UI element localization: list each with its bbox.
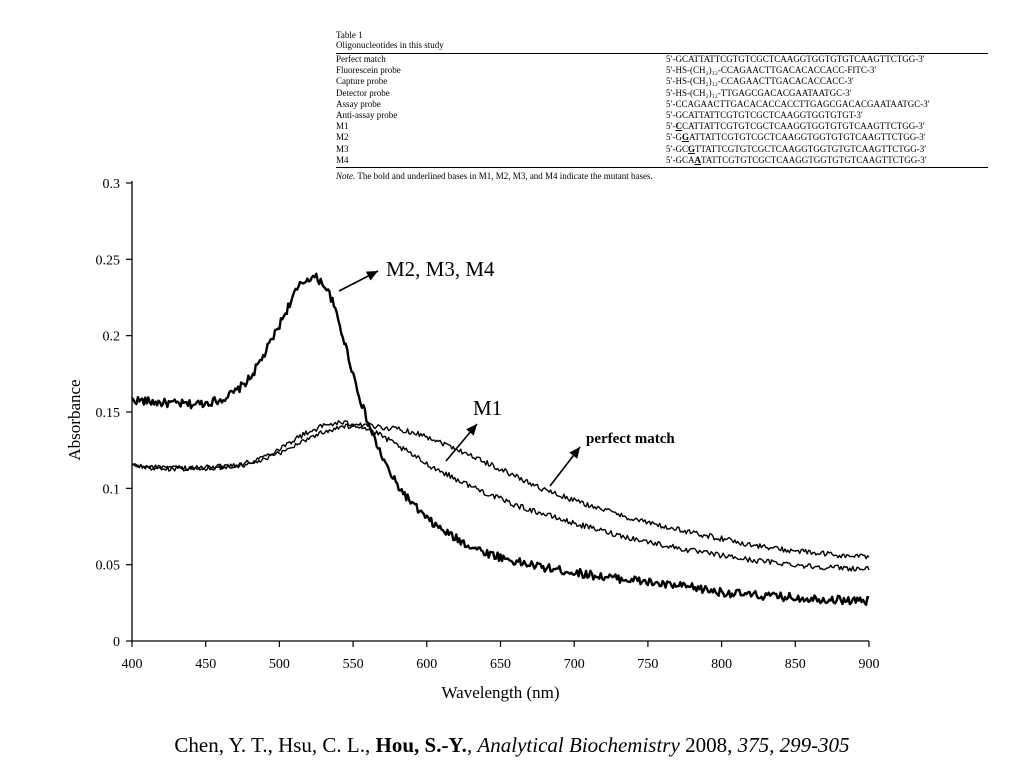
oligo-sequence: 5′-GCAATATTCGTGTCGCTCAAGGTGGTGTGTCAAGTTC… — [666, 155, 927, 166]
series-line — [131, 420, 870, 572]
arrow-m1-head — [466, 424, 477, 436]
sequence-part: TTATTCGTGTCGCTCAAGGTGGTGTGTCAAGTTCTGG-3′ — [694, 143, 927, 154]
x-tick-label: 900 — [859, 657, 880, 672]
citation-year: 2008, — [679, 733, 738, 757]
sequence-part: 5′-GCA — [666, 154, 695, 165]
table-row: Assay probe 5′-CCAGAACTTGACACACCACCTTGAGC… — [336, 99, 988, 110]
table-row: Capture probe 5′-HS-(CH₂)₁₂-CCAGAACTTGACA… — [336, 76, 988, 87]
series-layer — [131, 272, 870, 606]
table-row: Perfect match 5′-GCATTATTCGTGTCGCTCAAGGTG… — [336, 54, 988, 65]
series-line — [131, 422, 870, 560]
sequence-part: 5′-HS-(CH₂)₁₂-CCAGAACTTGACACACCACC-FITC-… — [666, 65, 877, 76]
table-top-rule — [336, 53, 988, 54]
sequence-part: ATTATTCGTGTCGCTCAAGGTGGTGTGTCAAGTTCTGG-3… — [688, 132, 926, 143]
oligo-name: Capture probe — [336, 76, 388, 87]
table-note-text: The bold and underlined bases in M1, M2,… — [355, 171, 653, 182]
citation-highlight-author: Hou, S.-Y. — [375, 733, 467, 757]
table-row: M2 5′-GGATTATTCGTGTCGCTCAAGGTGGTGTGTCAAGT… — [336, 132, 988, 143]
oligo-name: Anti-assay probe — [336, 110, 398, 121]
oligo-name: Assay probe — [336, 98, 381, 109]
sequence-part: 5′-CCAGAACTTGACACACCACCTTGAGCGACACGAATAA… — [666, 98, 930, 109]
sequence-part: 5′-GC — [666, 143, 688, 154]
annotation-m2-m3-m4: M2, M3, M4 — [386, 257, 495, 281]
oligo-sequence: 5′-HS-(CH₂)₁₂-CCAGAACTTGACACACCACC-3′ — [666, 76, 854, 87]
mutant-base: C — [675, 121, 682, 132]
arrow-m2-m3-m4-head — [365, 271, 378, 281]
oligonucleotide-table: Table 1 Oligonucleotides in this study P… — [336, 30, 988, 182]
table-body: Perfect match 5′-GCATTATTCGTGTCGCTCAAGGTG… — [336, 54, 988, 166]
oligo-sequence: 5′-GCATTATTCGTGTCGCTCAAGGTGGTGTGTCAAGTTC… — [666, 54, 925, 65]
oligo-sequence: 5′-GCATTATTCGTGTCGCTCAAGGTGGTGTGT-3′ — [666, 110, 863, 121]
table-row: Anti-assay probe 5′-GCATTATTCGTGTCGCTCAAG… — [336, 110, 988, 121]
oligo-name: M2 — [336, 132, 349, 143]
table-row: Detector probe 5′-HS-(CH₂)₁₂-TTGAGCGACACG… — [336, 88, 988, 99]
oligo-sequence: 5′-GGATTATTCGTGTCGCTCAAGGTGGTGTGTCAAGTTC… — [666, 132, 926, 143]
table-row: Fluorescein probe 5′-HS-(CH₂)₁₂-CCAGAACTT… — [336, 65, 988, 76]
x-tick-label: 800 — [711, 657, 732, 672]
sequence-part: CATTATTCGTGTCGCTCAAGGTGGTGTGTCAAGTTCTGG-… — [681, 121, 925, 132]
sequence-part: 5′- — [666, 121, 676, 132]
oligo-name: M3 — [336, 143, 349, 154]
sequence-part: 5′-HS-(CH₂)₁₂-CCAGAACTTGACACACCACC-3′ — [666, 76, 854, 87]
y-tick-label: 0.1 — [103, 482, 121, 497]
table-note-label: Note. — [336, 171, 356, 182]
oligo-name: M4 — [336, 154, 349, 165]
sequence-part: 5′-HS-(CH₂)₁₂-TTGAGCGACACGAATAATGC-3′ — [666, 87, 852, 98]
annotation-perfect-match: perfect match — [586, 431, 675, 447]
citation-volume-pages: 375, 299-305 — [737, 733, 850, 757]
oligo-sequence: 5′-CCAGAACTTGACACACCACCTTGAGCGACACGAATAA… — [666, 99, 930, 110]
citation-separator: , — [466, 733, 478, 757]
arrow-perfect-match-head — [569, 447, 580, 459]
oligo-name: M1 — [336, 121, 349, 132]
table-bottom-rule — [336, 167, 988, 169]
y-tick-label: 0.3 — [103, 177, 121, 192]
annotations-layer: M2, M3, M4 M1 perfect match — [338, 257, 675, 487]
annotation-m1: M1 — [473, 396, 502, 420]
citation-journal: Analytical Biochemistry — [477, 733, 680, 757]
x-tick-label: 700 — [564, 657, 585, 672]
x-tick-label: 550 — [343, 657, 364, 672]
x-tick-label: 650 — [490, 657, 511, 672]
x-tick-label: 450 — [195, 657, 216, 672]
oligo-sequence: 5′-CCATTATTCGTGTCGCTCAAGGTGGTGTGTCAAGTTC… — [666, 121, 925, 132]
x-tick-label: 750 — [637, 657, 658, 672]
oligo-sequence: 5′-HS-(CH₂)₁₂-CCAGAACTTGACACACCACC-FITC-… — [666, 65, 876, 76]
y-tick-label: 0.05 — [96, 559, 121, 574]
table-title: Table 1 — [336, 30, 363, 40]
axes-layer: 400 450 500 550 600 650 700 750 800 850 900 0 0.05 0.… — [65, 177, 880, 702]
sequence-part: 5′-G — [666, 132, 682, 143]
citation-authors: Chen, Y. T., Hsu, C. L., — [174, 733, 376, 757]
mutant-base: A — [694, 154, 701, 165]
oligo-name: Fluorescein probe — [336, 65, 401, 76]
table-note: Note. The bold and underlined bases in M… — [336, 171, 988, 182]
y-tick-label: 0.15 — [96, 406, 121, 421]
sequence-part: TATTCGTGTCGCTCAAGGTGGTGTGTCAAGTTCTGG-3′ — [700, 154, 927, 165]
table-row: M4 5′-GCAATATTCGTGTCGCTCAAGGTGGTGTGTCAAGT… — [336, 155, 988, 166]
x-tick-label: 400 — [122, 657, 143, 672]
citation: Chen, Y. T., Hsu, C. L., Hou, S.-Y., Ana… — [0, 733, 1024, 758]
series-line — [131, 272, 870, 606]
y-tick-label: 0.2 — [103, 330, 121, 345]
oligo-sequence: 5′-GCGTTATTCGTGTCGCTCAAGGTGGTGTGTCAAGTTC… — [666, 144, 926, 155]
y-tick-label: 0.25 — [96, 253, 121, 268]
table-subtitle: Oligonucleotides in this study — [336, 40, 444, 50]
x-tick-label: 500 — [269, 657, 290, 672]
y-axis-label: Absorbance — [65, 379, 84, 460]
sequence-part: 5′-GCATTATTCGTGTCGCTCAAGGTGGTGTGT-3′ — [666, 110, 863, 121]
y-tick-label: 0 — [113, 635, 120, 650]
oligo-name: Detector probe — [336, 87, 390, 98]
oligo-sequence: 5′-HS-(CH₂)₁₂-TTGAGCGACACGAATAATGC-3′ — [666, 88, 852, 99]
x-axis-label: Wavelength (nm) — [441, 683, 559, 702]
sequence-part: 5′-GCATTATTCGTGTCGCTCAAGGTGGTGTGTCAAGTTC… — [666, 54, 925, 64]
oligo-name: Perfect match — [336, 54, 386, 64]
x-tick-label: 850 — [785, 657, 806, 672]
x-tick-label: 600 — [416, 657, 437, 672]
mutant-base: G — [681, 132, 689, 143]
table-row: M3 5′-GCGTTATTCGTGTCGCTCAAGGTGGTGTGTCAAGT… — [336, 144, 988, 155]
mutant-base: G — [687, 143, 695, 154]
table-row: M1 5′-CCATTATTCGTGTCGCTCAAGGTGGTGTGTCAAGT… — [336, 121, 988, 132]
